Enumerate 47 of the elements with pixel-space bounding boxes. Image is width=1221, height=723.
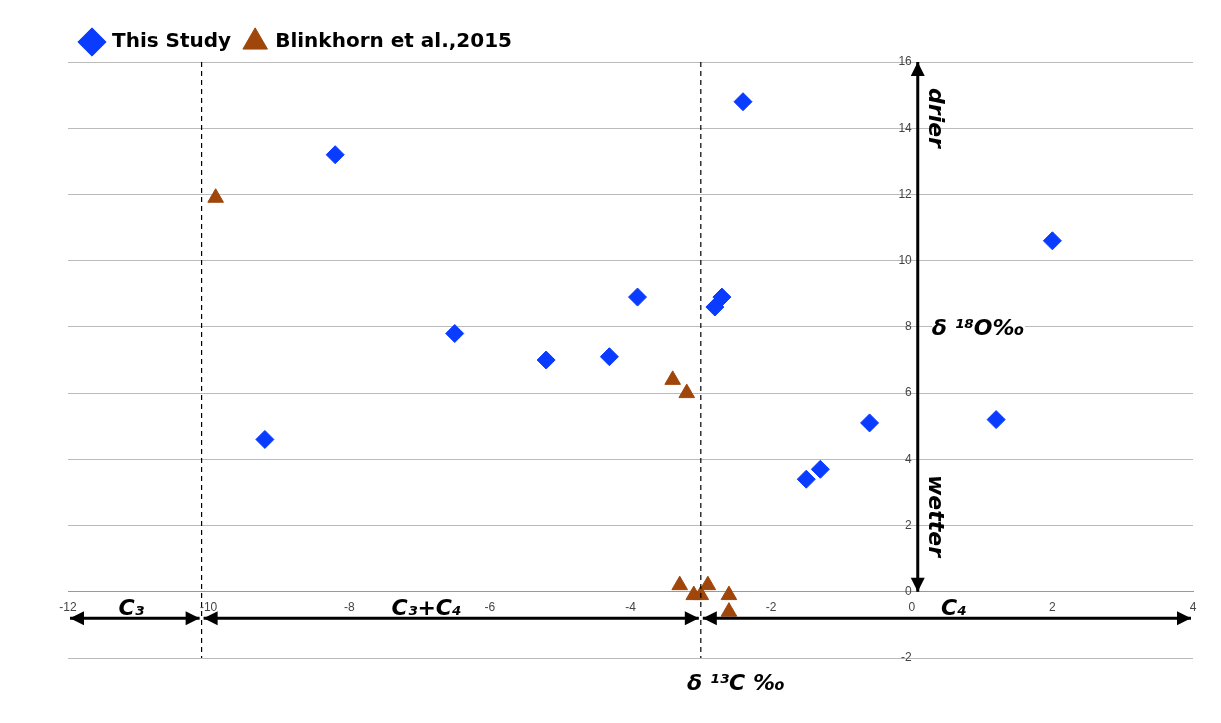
x-tick-label: -10: [199, 600, 218, 615]
x-tick-label: -8: [343, 600, 355, 615]
legend-label: This Study: [112, 28, 232, 53]
y-tick-label: 2: [905, 517, 913, 532]
point: [720, 585, 738, 601]
point: [445, 324, 465, 344]
y-tick-label: 10: [898, 252, 913, 267]
point: [860, 413, 880, 433]
y-tick-label: 14: [898, 120, 913, 135]
annotation: wetter: [923, 474, 949, 557]
x-axis-title: δ ¹³C ‰: [687, 670, 785, 695]
annotation: C₃: [118, 594, 145, 620]
y-tick-label: 12: [898, 186, 913, 201]
y-tick-label: -2: [901, 650, 913, 665]
annotation: C₄: [941, 594, 967, 620]
x-tick-label: 4: [1189, 600, 1197, 615]
y-tick-label: 6: [905, 385, 913, 400]
point: [255, 429, 275, 449]
y-axis-title: δ ¹⁸O‰: [931, 314, 1025, 340]
point: [796, 469, 816, 489]
y-tick-label: 16: [898, 54, 913, 69]
point: [720, 602, 738, 617]
point: [699, 575, 717, 591]
point: [678, 383, 696, 399]
point: [810, 459, 830, 479]
point: [733, 92, 753, 112]
point: [599, 347, 619, 367]
y-tick-label: 8: [905, 319, 913, 334]
point: [536, 350, 556, 370]
point: [664, 370, 681, 385]
point: [712, 287, 732, 307]
point: [986, 410, 1006, 430]
point: [705, 297, 725, 317]
x-tick-label: 2: [1049, 600, 1057, 615]
point: [325, 145, 345, 165]
x-tick-label: -6: [484, 600, 496, 615]
annotation: drier: [923, 88, 949, 149]
point: [1042, 231, 1062, 251]
x-tick-label: -4: [625, 600, 637, 615]
annotation: C₃+C₄: [391, 594, 462, 620]
legend-label: Blinkhorn et al.,2015: [275, 28, 512, 53]
x-tick-label: -12: [59, 600, 77, 615]
y-tick-label: 4: [905, 451, 913, 466]
point: [671, 575, 689, 591]
point: [628, 287, 648, 307]
y-tick-label: 0: [905, 584, 913, 599]
x-tick-label: -2: [765, 600, 777, 615]
